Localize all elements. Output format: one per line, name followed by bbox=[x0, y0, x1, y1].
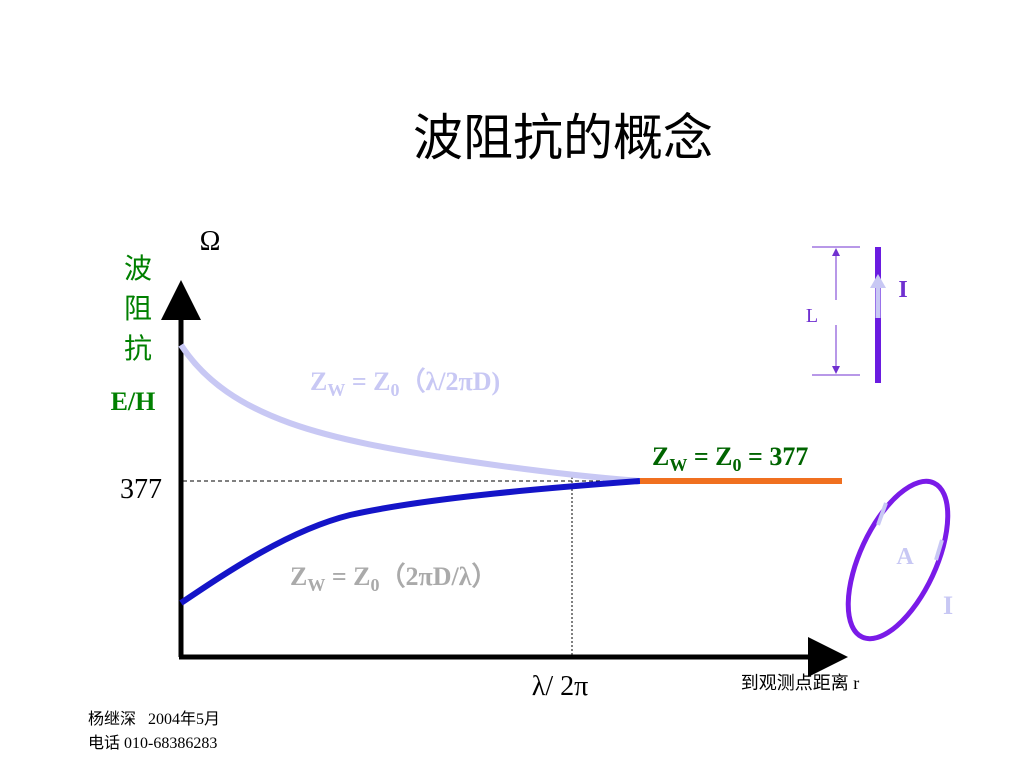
y-quantity: E/H bbox=[111, 387, 156, 416]
dipole bbox=[812, 246, 886, 383]
formula-part: Z bbox=[652, 442, 669, 471]
formula-part: = Z bbox=[325, 562, 370, 591]
formula-sub: W bbox=[669, 455, 687, 475]
formula-sub: 0 bbox=[371, 575, 380, 595]
formula-part: Z bbox=[310, 367, 327, 396]
formula-part: = Z bbox=[687, 442, 732, 471]
y-label: 阻 bbox=[124, 294, 152, 325]
loop-current: I bbox=[943, 591, 953, 620]
formula-sub: 0 bbox=[391, 380, 400, 400]
dipole-length: L bbox=[806, 305, 818, 327]
near-field-curve bbox=[178, 343, 641, 484]
y-label: 抗 bbox=[124, 333, 152, 365]
dipole-current: I bbox=[898, 277, 907, 303]
formula-part: = 377 bbox=[742, 442, 809, 471]
formula-part: Z bbox=[290, 562, 307, 591]
x-tick: λ/ 2π bbox=[532, 671, 589, 702]
formula-part: （λ/2πD) bbox=[400, 367, 501, 396]
footer-author: 杨继深 2004年5月 bbox=[88, 710, 220, 728]
formula: ZW = Z0 = 377 bbox=[652, 442, 808, 475]
title: 波阻抗的概念 bbox=[413, 110, 713, 166]
x-label: 到观测点距离 r bbox=[741, 673, 860, 693]
formula: ZW = Z0（λ/2πD) bbox=[310, 367, 500, 400]
unit: Ω bbox=[200, 226, 221, 257]
formula-part: （2πD/λ） bbox=[380, 562, 498, 591]
formula-sub: W bbox=[307, 575, 325, 595]
loop bbox=[845, 478, 951, 642]
y-tick: 377 bbox=[120, 474, 162, 505]
footer-phone: 电话 010-68386283 bbox=[88, 734, 217, 752]
formula-sub: 0 bbox=[733, 455, 742, 475]
formula-sub: W bbox=[327, 380, 345, 400]
formula-part: = Z bbox=[345, 367, 390, 396]
near-field-curve bbox=[179, 478, 641, 606]
y-label: 波 bbox=[124, 253, 152, 285]
formula: ZW = Z0（2πD/λ） bbox=[290, 562, 498, 595]
loop-area: A bbox=[896, 544, 914, 570]
